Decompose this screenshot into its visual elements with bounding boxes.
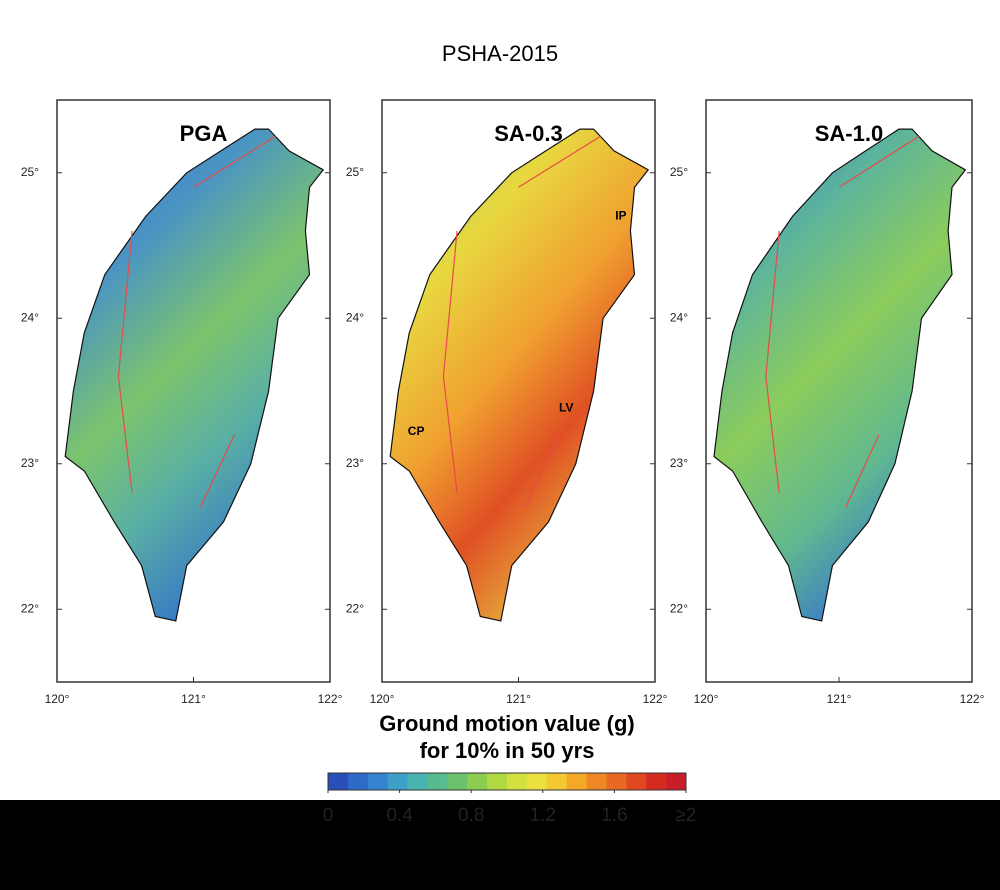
panel-title: PGA	[180, 121, 228, 146]
fault-lines	[765, 135, 920, 508]
colorbar-swatch	[347, 773, 369, 790]
colorbar-title: for 10% in 50 yrs	[420, 738, 595, 763]
colorbar-swatch	[367, 773, 389, 790]
island	[389, 128, 650, 622]
map-annotation: CP	[408, 424, 425, 438]
colorbar-swatch	[546, 773, 568, 790]
x-tick-label: 120°	[694, 692, 719, 706]
panel-title: SA-0.3	[494, 121, 562, 146]
black-band	[0, 800, 1000, 890]
colorbar-tick-label: 1.6	[601, 805, 627, 826]
y-tick-label: 25°	[670, 165, 688, 179]
y-tick-label: 23°	[670, 456, 688, 470]
colorbar-swatch	[666, 773, 687, 790]
x-tick-label: 121°	[506, 692, 531, 706]
colorbar-tick-label: 0.8	[458, 805, 484, 826]
colorbar-swatch	[427, 773, 448, 790]
x-tick-label: 121°	[827, 692, 852, 706]
fault-lines	[442, 135, 601, 508]
colorbar-swatch	[606, 773, 627, 790]
colorbar-swatch	[646, 773, 667, 790]
y-tick-label: 23°	[346, 456, 364, 470]
y-tick-label: 22°	[670, 601, 688, 615]
colorbar-frame	[327, 772, 687, 791]
colorbar-swatch	[487, 773, 508, 790]
y-tick-label: 24°	[21, 310, 39, 324]
colorbar-swatch	[626, 773, 647, 790]
y-tick-label: 25°	[346, 165, 364, 179]
x-tick-label: 120°	[370, 692, 395, 706]
colorbar-swatch	[467, 773, 488, 790]
map-annotation: LV	[559, 401, 573, 415]
colorbar-tick-label: 1.2	[530, 805, 556, 826]
x-tick-label: 122°	[318, 692, 343, 706]
colorbar-swatch	[387, 773, 409, 790]
colorbar-swatch	[328, 773, 349, 790]
colorbar-title: Ground motion value (g)	[379, 711, 634, 736]
x-tick-label: 122°	[960, 692, 985, 706]
colorbar-swatch	[566, 773, 588, 790]
x-tick-label: 120°	[45, 692, 70, 706]
colorbar-swatch	[447, 773, 468, 790]
colorbar-tick-label: ≥2	[676, 805, 697, 826]
y-tick-label: 24°	[670, 310, 688, 324]
colorbar-swatch	[526, 773, 548, 790]
island	[713, 128, 967, 622]
x-tick-label: 121°	[181, 692, 206, 706]
y-tick-label: 22°	[21, 601, 39, 615]
island	[64, 128, 325, 622]
colorbar-swatch	[586, 773, 607, 790]
x-tick-label: 122°	[643, 692, 668, 706]
panel-title: SA-1.0	[815, 121, 883, 146]
y-tick-label: 24°	[346, 310, 364, 324]
fault-lines	[117, 135, 276, 508]
colorbar-swatch	[507, 773, 528, 790]
y-tick-label: 23°	[21, 456, 39, 470]
colorbar-tick-label: 0.4	[386, 805, 413, 826]
colorbar-tick-label: 0	[323, 805, 334, 826]
map-annotation: IP	[615, 209, 626, 223]
y-tick-label: 25°	[21, 165, 39, 179]
colorbar-swatch	[407, 773, 428, 790]
page-title: PSHA-2015	[442, 41, 558, 66]
y-tick-label: 22°	[346, 601, 364, 615]
